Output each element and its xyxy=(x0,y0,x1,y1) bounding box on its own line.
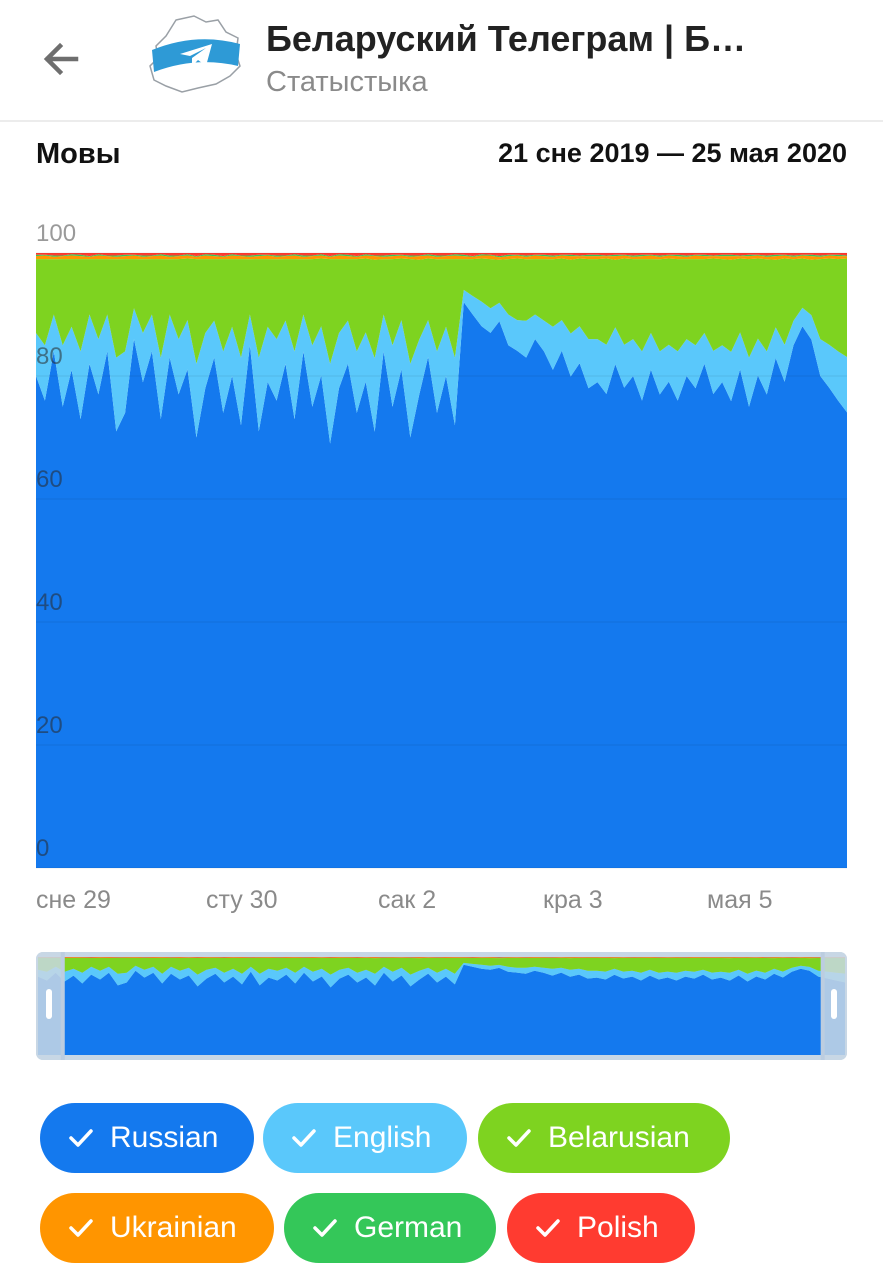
legend-chip-label: Polish xyxy=(577,1211,659,1244)
y-tick-label: 100 xyxy=(36,220,76,247)
series-area-belarusian-mini xyxy=(38,957,845,975)
checkmark-icon xyxy=(313,1219,337,1237)
date-range[interactable]: 21 сне 2019 — 25 мая 2020 xyxy=(498,138,847,168)
checkmark-icon xyxy=(507,1129,531,1147)
series-area-polish-mini xyxy=(38,957,845,958)
x-axis-labels: сне 29 сту 30 сак 2 кра 3 мая 5 xyxy=(36,886,772,914)
chart-grid xyxy=(36,252,847,869)
navigator-handle-left xyxy=(60,952,65,1060)
series-area-belarusian xyxy=(36,258,847,364)
series-area-english xyxy=(36,289,847,444)
legend-chip-label: Russian xyxy=(110,1121,219,1154)
series-area-polish xyxy=(36,253,847,257)
navigator-handle-right xyxy=(820,952,825,1060)
x-tick-label: мая 5 xyxy=(707,886,772,914)
grip-right-icon xyxy=(831,989,837,1019)
checkmark-icon xyxy=(69,1129,93,1147)
belarus-map-telegram-logo xyxy=(149,15,241,93)
x-tick-label: кра 3 xyxy=(543,886,603,914)
legend-chip-label: German xyxy=(354,1211,463,1244)
y-axis-labels: 100 80 60 40 20 0 xyxy=(36,220,76,862)
arrow-left-icon[interactable] xyxy=(36,34,86,84)
legend-chip-russian[interactable]: Russian xyxy=(40,1103,254,1173)
legend-chip-english[interactable]: English xyxy=(263,1103,467,1173)
page-subtitle: Статыстыка xyxy=(266,66,428,98)
legend-chip-ukrainian[interactable]: Ukrainian xyxy=(40,1193,274,1263)
series-area-ukrainian xyxy=(36,255,847,260)
legend-chip-belarusian[interactable]: Belarusian xyxy=(478,1103,730,1173)
grip-left-icon xyxy=(46,989,52,1019)
chart-areas xyxy=(36,253,847,868)
channel-title: Беларуский Телеграм | Б… xyxy=(266,18,746,59)
series-area-english-mini xyxy=(38,962,845,988)
navigator-areas xyxy=(36,952,847,1060)
y-tick-label: 40 xyxy=(36,589,63,616)
y-tick-label: 0 xyxy=(36,835,49,862)
x-tick-label: сак 2 xyxy=(378,886,436,914)
legend-chip-label: Ukrainian xyxy=(110,1211,237,1244)
y-tick-label: 20 xyxy=(36,712,63,739)
legend-chip-label: Belarusian xyxy=(548,1121,690,1154)
y-tick-label: 60 xyxy=(36,466,63,493)
series-area-russian-mini xyxy=(38,964,845,1055)
y-tick-label: 80 xyxy=(36,343,63,370)
x-tick-label: сне 29 xyxy=(36,886,111,914)
checkmark-icon xyxy=(536,1219,560,1237)
x-tick-label: сту 30 xyxy=(206,886,277,914)
navigator-frame xyxy=(36,952,847,1060)
app-header: Беларуский Телеграм | Б… Статыстыка xyxy=(0,0,883,122)
legend-chip-label: English xyxy=(333,1121,432,1154)
checkmark-icon xyxy=(292,1129,316,1147)
series-area-german-mini xyxy=(38,957,845,958)
languages-area-chart[interactable]: 100 80 60 40 20 0 сне 29 сту 30 сак 2 кра 3 мая 5 xyxy=(0,205,883,925)
series-area-ukrainian-mini xyxy=(38,957,845,959)
legend-chip-polish[interactable]: Polish xyxy=(507,1193,695,1263)
range-navigator[interactable] xyxy=(0,945,883,1065)
chart-title: Мовы xyxy=(36,138,121,170)
series-area-russian xyxy=(36,302,847,868)
series-area-german xyxy=(36,254,847,258)
checkmark-icon xyxy=(69,1219,93,1237)
legend-chip-german[interactable]: German xyxy=(284,1193,496,1263)
